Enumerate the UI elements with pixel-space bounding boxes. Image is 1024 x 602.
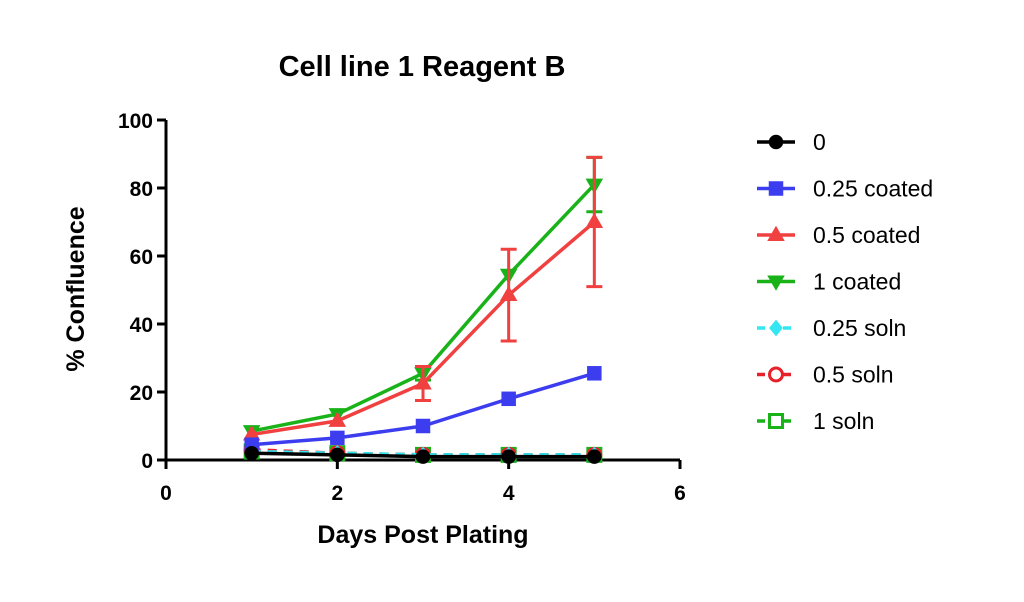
legend-item: 0 [757, 129, 826, 155]
legend-label: 1 coated [813, 269, 901, 295]
x-tick-label: 6 [674, 482, 686, 505]
legend-label: 0.25 coated [813, 176, 933, 202]
y-tick-label: 80 [130, 178, 153, 201]
y-tick-label: 60 [130, 246, 153, 269]
legend: 0 0.25 coated 0.5 coated 1 coated 0.25 soln 0… [757, 129, 933, 434]
data-point [501, 449, 516, 464]
legend-label: 0 [813, 129, 826, 155]
legend-item: 0.5 coated [757, 222, 920, 248]
data-point [587, 366, 602, 381]
plot-area [242, 155, 604, 464]
legend-label: 0.5 soln [813, 362, 894, 388]
data-point [585, 212, 604, 228]
series-0-5-coated [242, 155, 604, 441]
chart-title: Cell line 1 Reagent B [279, 51, 566, 83]
legend-item: 1 soln [757, 408, 874, 434]
legend-marker [768, 134, 784, 150]
data-point [330, 430, 345, 446]
x-tick-label: 4 [503, 482, 515, 505]
legend-marker [768, 181, 784, 196]
data-point [244, 445, 259, 461]
legend-label: 1 soln [813, 408, 874, 434]
legend-marker [767, 275, 785, 291]
data-point [415, 449, 431, 464]
x-tick-label: 2 [331, 482, 343, 505]
data-point [587, 449, 602, 464]
legend-label: 0.25 soln [813, 315, 906, 341]
data-point [330, 447, 345, 463]
y-tick-label: 0 [141, 450, 153, 473]
y-tick-label: 40 [130, 314, 153, 337]
legend-marker [768, 366, 784, 383]
data-point [501, 391, 516, 407]
legend-marker [769, 319, 783, 337]
y-axis-label: % Confluence [62, 206, 90, 371]
legend-item: 1 coated [757, 269, 901, 295]
y-tick-label: 20 [130, 382, 153, 405]
data-point [328, 411, 347, 427]
legend-marker [768, 413, 784, 429]
series-0 [244, 445, 602, 464]
data-point [415, 418, 431, 434]
legend-item: 0.5 soln [757, 362, 894, 388]
x-axis-label: Days Post Plating [317, 521, 528, 549]
legend-item: 0.25 coated [757, 176, 933, 202]
y-tick-label: 100 [118, 110, 153, 133]
legend-marker [767, 225, 785, 241]
x-tick-label: 0 [160, 482, 172, 505]
axes: 0 20 40 60 80 100 0 2 4 6 [118, 110, 686, 505]
legend-label: 0.5 coated [813, 222, 920, 248]
legend-item: 0.25 soln [757, 315, 906, 341]
data-point [414, 374, 432, 390]
data-point [499, 285, 518, 302]
series-line [251, 220, 596, 437]
